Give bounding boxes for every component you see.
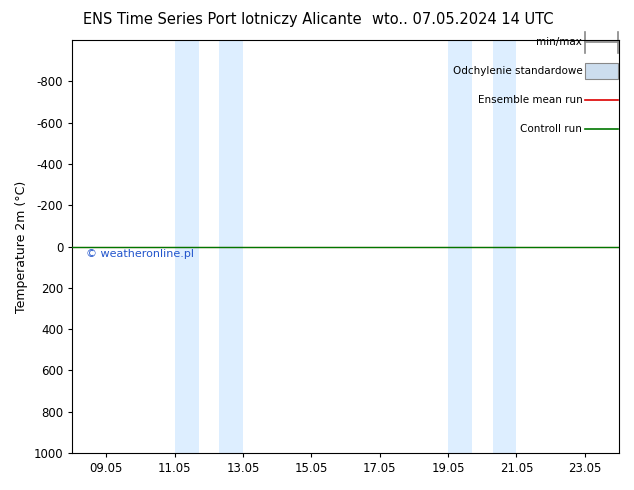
Bar: [219, 40, 243, 453]
Bar: [493, 40, 517, 453]
Bar: [175, 40, 198, 453]
Text: Controll run: Controll run: [521, 124, 583, 134]
Text: Odchylenie standardowe: Odchylenie standardowe: [453, 66, 583, 76]
FancyBboxPatch shape: [585, 63, 618, 79]
Text: min/max: min/max: [536, 37, 583, 47]
Text: Ensemble mean run: Ensemble mean run: [477, 95, 583, 105]
Bar: [448, 40, 472, 453]
Y-axis label: Temperature 2m (°C): Temperature 2m (°C): [15, 180, 28, 313]
Text: © weatheronline.pl: © weatheronline.pl: [86, 248, 194, 259]
Text: wto.. 07.05.2024 14 UTC: wto.. 07.05.2024 14 UTC: [372, 12, 553, 27]
Text: ENS Time Series Port lotniczy Alicante: ENS Time Series Port lotniczy Alicante: [82, 12, 361, 27]
